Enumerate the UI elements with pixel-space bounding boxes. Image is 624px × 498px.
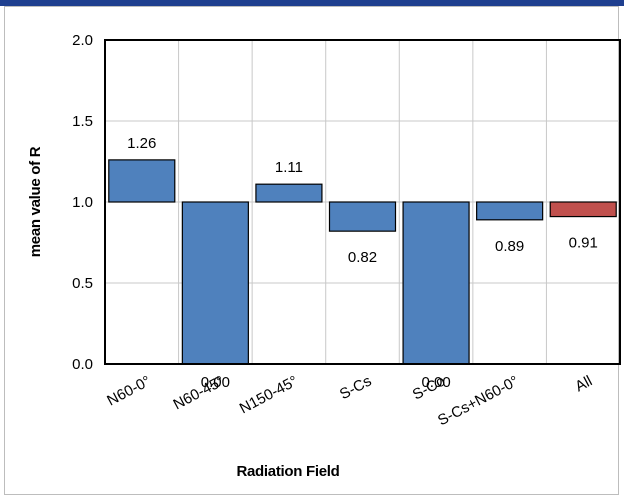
plot-area — [104, 39, 621, 365]
y-axis-title: mean value of R — [27, 146, 44, 257]
plot-border — [104, 39, 621, 365]
x-tick-label: N150-45° — [237, 373, 301, 418]
bar — [108, 159, 176, 203]
y-tick-label: 0.5 — [72, 275, 93, 292]
data-label: 0.00 — [421, 374, 450, 391]
data-label: 1.11 — [275, 159, 303, 176]
y-tick-label: 0.0 — [72, 356, 93, 373]
y-tick-label: 2.0 — [72, 32, 93, 49]
bar — [255, 183, 323, 203]
bars — [108, 159, 617, 365]
data-label: 0.91 — [569, 235, 598, 252]
data-label: 0.82 — [348, 249, 377, 266]
bar — [181, 201, 249, 365]
data-label: 0.89 — [495, 238, 524, 255]
x-axis-title: Radiation Field — [236, 463, 339, 480]
top-accent-bar — [0, 0, 624, 6]
x-tick-label: All — [572, 373, 595, 396]
data-label: 1.26 — [127, 135, 156, 152]
chart-frame — [4, 6, 619, 495]
bar — [476, 201, 544, 221]
x-tick-label: S-Cs — [337, 373, 374, 404]
y-tick-label: 1.0 — [72, 194, 93, 211]
x-tick-label: N60-45° — [171, 373, 228, 414]
bar — [549, 201, 617, 218]
bar — [402, 201, 470, 365]
data-labels: 1.26 0.00 1.11 0.82 0.00 0.89 0.91 — [127, 135, 598, 391]
y-tick-label: 1.5 — [72, 113, 93, 130]
x-tick-label: N60-0° — [104, 373, 153, 410]
bar — [328, 201, 397, 232]
data-label: 0.00 — [201, 374, 230, 391]
